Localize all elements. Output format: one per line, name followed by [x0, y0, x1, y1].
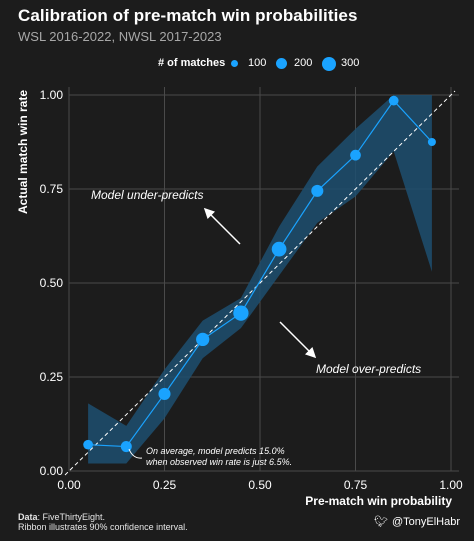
data-point [196, 332, 210, 347]
legend-dot-200 [276, 58, 287, 69]
data-point [350, 149, 361, 161]
x-tick-label: 0.75 [344, 478, 368, 492]
footer-data-label: Data [18, 512, 38, 522]
legend-label-300: 300 [341, 57, 360, 69]
y-tick-label: 0.50 [40, 276, 64, 290]
data-point [271, 241, 287, 257]
twitter-handle-text: @TonyElHabr [391, 516, 460, 528]
size-legend: # of matches 100 200 300 [0, 55, 474, 73]
arrow-over-predicts [279, 321, 317, 359]
note-line-2: when observed win rate is just 6.5%. [146, 457, 292, 467]
twitter-handle[interactable]: 🐦︎ @TonyElHabr [374, 515, 460, 528]
chart-title: Calibration of pre-match win probabiliti… [18, 6, 358, 25]
legend-label-100: 100 [248, 57, 267, 69]
x-axis-label: Pre-match win probability [305, 494, 452, 508]
y-tick-label: 0.25 [40, 370, 64, 384]
twitter-icon: 🐦︎ [374, 516, 388, 528]
calibration-line [88, 99, 433, 448]
annotation-over-predicts: Model over-predicts [316, 362, 421, 376]
data-point [158, 387, 171, 400]
data-point [311, 184, 324, 197]
y-tick-label: 1.00 [40, 88, 64, 102]
y-tick-label: 0.00 [40, 464, 64, 478]
x-tick-label: 1.00 [439, 478, 463, 492]
footer-data-source: : FiveThirtyEight. [37, 512, 106, 522]
data-point [427, 137, 436, 147]
data-point [83, 439, 93, 450]
legend-dot-100 [231, 60, 238, 67]
chart-subtitle: WSL 2016-2022, NWSL 2017-2023 [18, 29, 222, 44]
x-tick-label: 0.00 [57, 478, 81, 492]
arrow-under-predicts [203, 207, 241, 245]
axis-ticks: 0.00 0.25 0.50 0.75 1.00 0.00 0.25 0.50 0.75 1.00 [40, 88, 463, 492]
y-tick-label: 0.75 [40, 182, 64, 196]
annotation-under-predicts: Model under-predicts [91, 188, 204, 202]
footer-note: Data: FiveThirtyEight. Ribbon illustrate… [18, 512, 188, 532]
grid-lines [68, 87, 459, 472]
legend-label-200: 200 [294, 57, 313, 69]
legend-dot-300 [322, 57, 336, 71]
note-line-1: On average, model predicts 15.0% [146, 446, 285, 456]
note-curve [128, 448, 143, 459]
data-point [233, 305, 249, 321]
x-tick-label: 0.50 [248, 478, 272, 492]
legend-title: # of matches [158, 57, 226, 69]
perfect-calibration-line [64, 90, 456, 476]
calibration-chart: 0.00 0.25 0.50 0.75 1.00 0.00 0.25 0.50 0.75 1.00… [16, 87, 463, 508]
x-tick-label: 0.25 [153, 478, 177, 492]
confidence-ribbon [88, 95, 432, 464]
footer-ribbon-note: Ribbon illustrates 90% confidence interv… [18, 522, 188, 532]
calibration-points [83, 95, 436, 453]
y-axis-label: Actual match win rate [16, 90, 30, 214]
data-point [388, 95, 399, 106]
